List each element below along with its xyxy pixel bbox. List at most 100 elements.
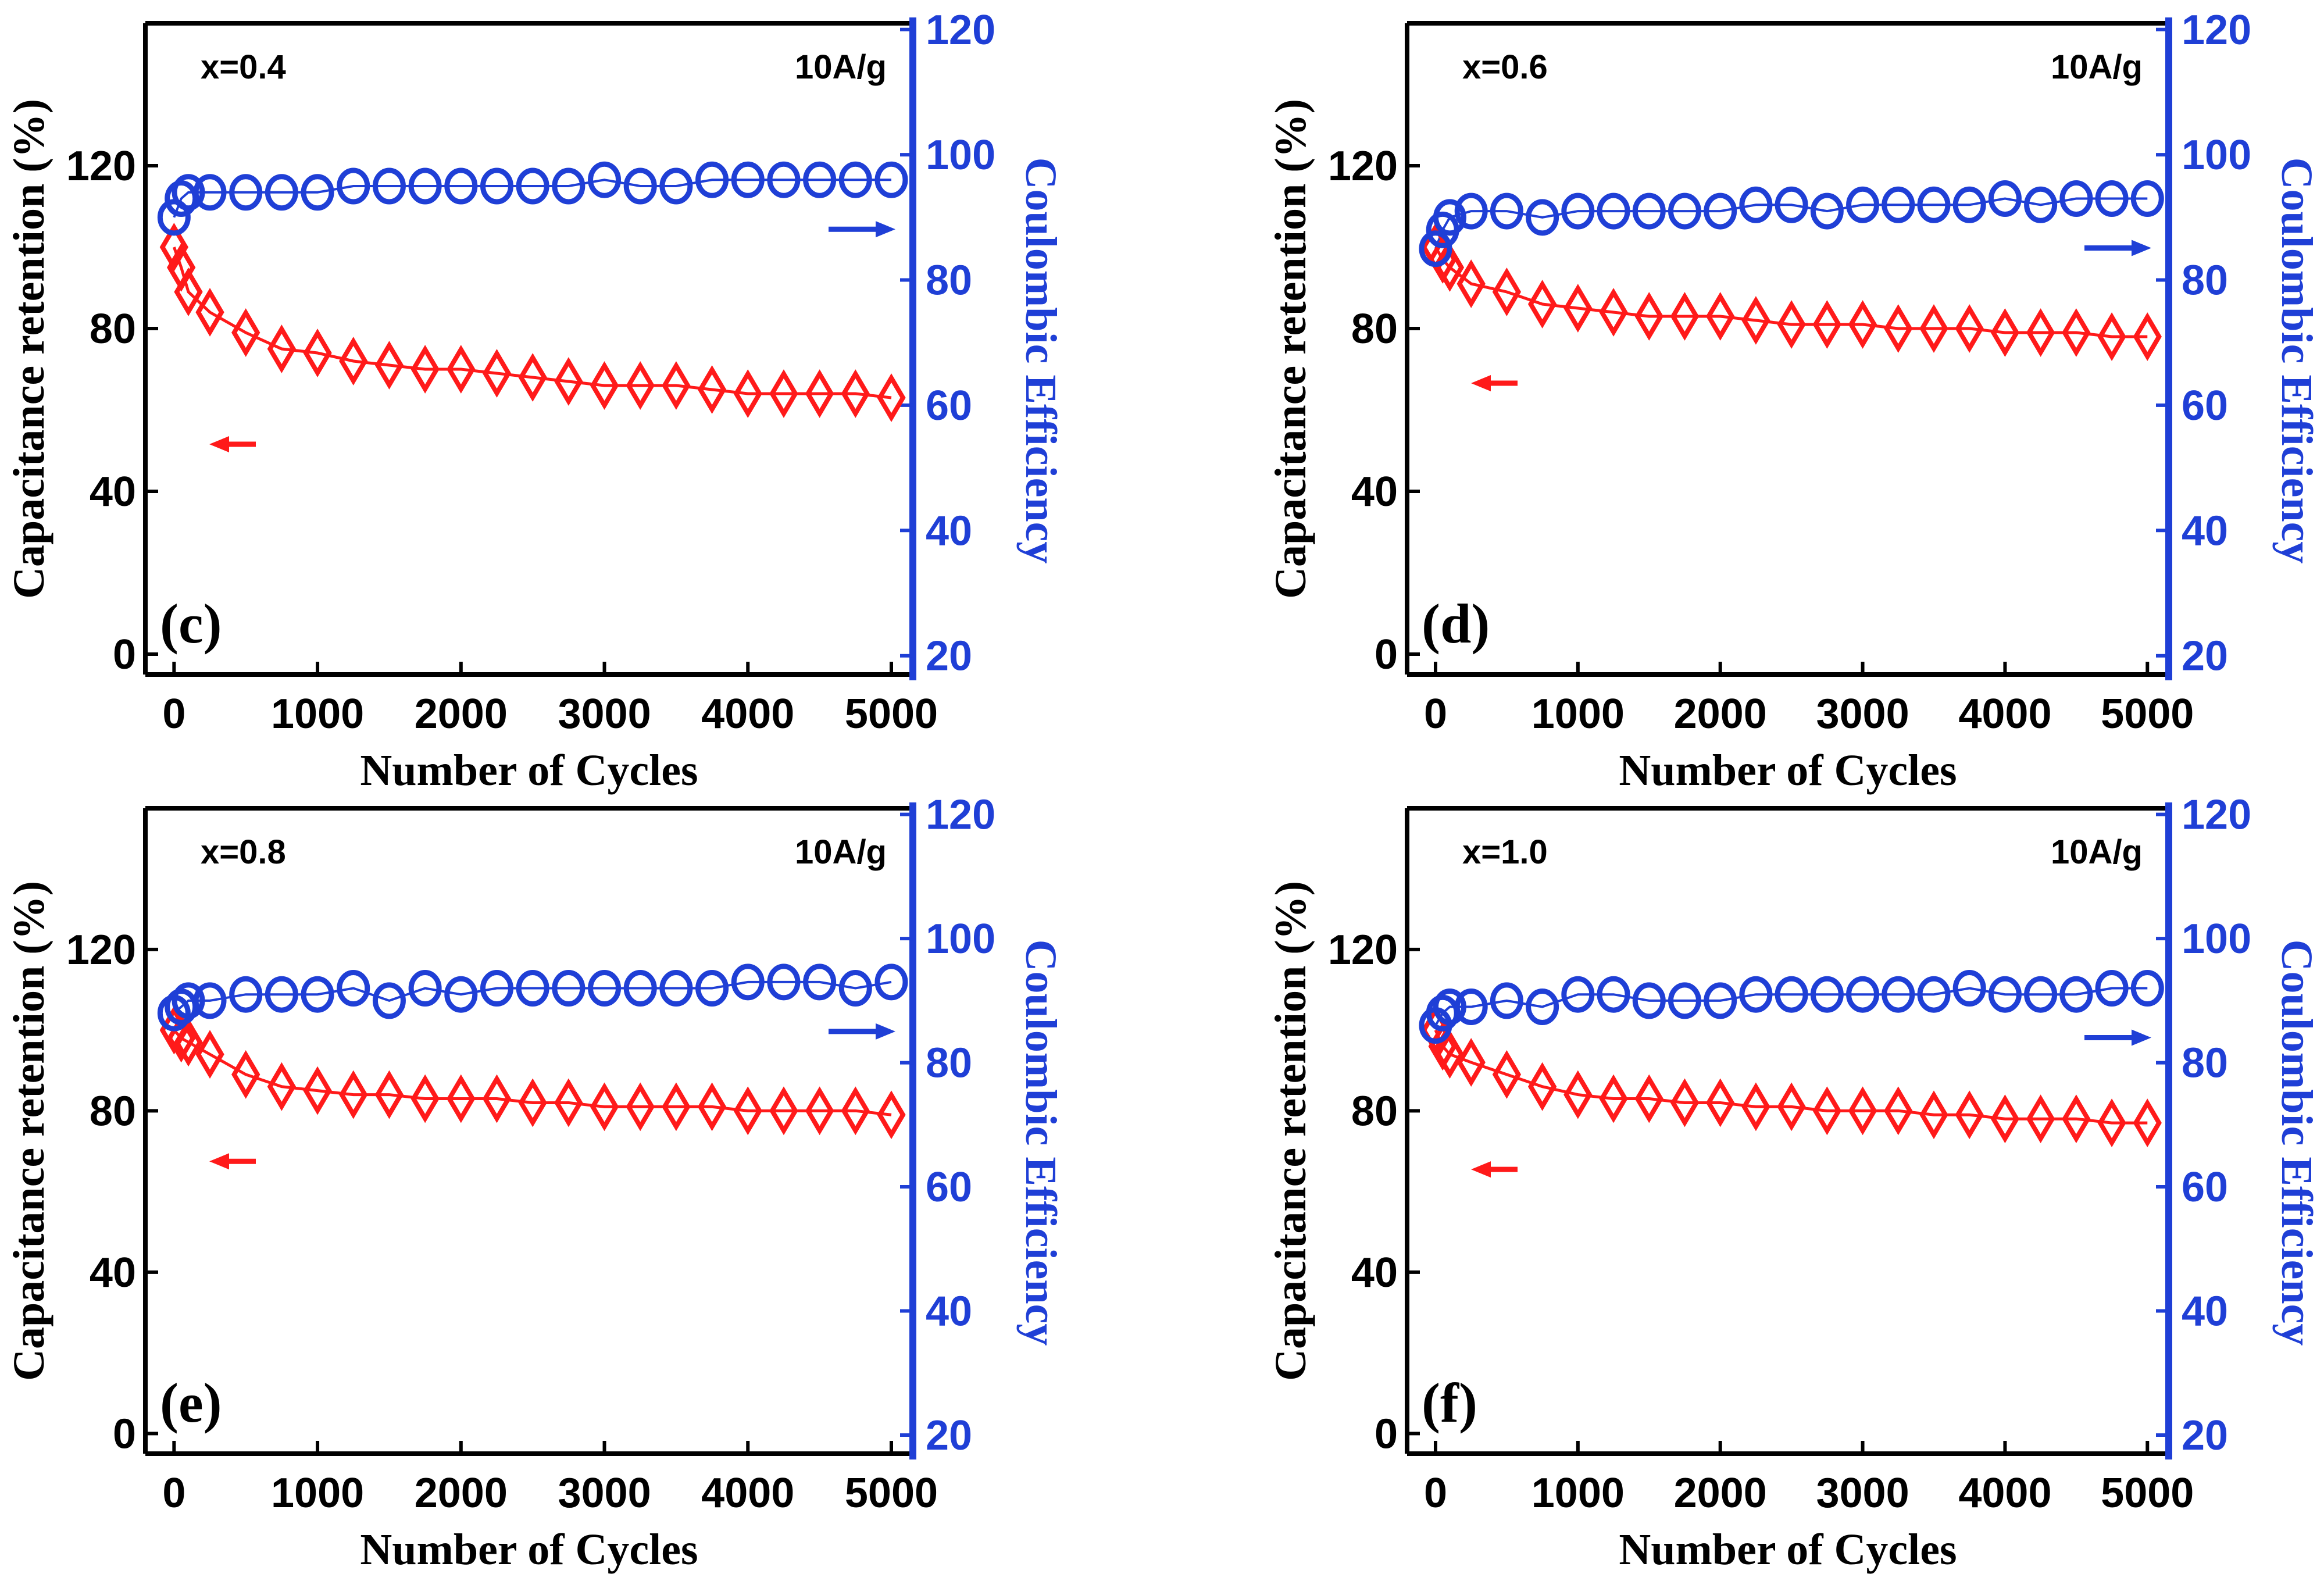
efficiency-point bbox=[372, 982, 406, 1019]
efficiency-point bbox=[1810, 976, 1844, 1013]
retention-point bbox=[195, 1030, 224, 1079]
retention-point bbox=[1706, 292, 1735, 341]
x-tick-label: 1000 bbox=[1532, 1470, 1625, 1516]
efficiency-series-line bbox=[1434, 197, 2148, 249]
retention-point bbox=[733, 1086, 762, 1136]
efficiency-point bbox=[193, 982, 227, 1019]
efficiency-point bbox=[1526, 199, 1559, 236]
right-y-tick-label: 100 bbox=[2182, 132, 2251, 179]
right-y-tick-label: 60 bbox=[926, 383, 972, 429]
retention-point bbox=[1812, 300, 1841, 349]
right-y-tick-label: 80 bbox=[2182, 258, 2228, 304]
retention-point bbox=[1599, 288, 1628, 337]
efficiency-point bbox=[552, 970, 586, 1007]
retention-point bbox=[1955, 304, 1984, 353]
x-tick-label: 0 bbox=[162, 1470, 185, 1516]
left-y-tick-label: 80 bbox=[90, 1088, 136, 1134]
left-y-tick-label: 0 bbox=[113, 1411, 136, 1457]
efficiency-arrow-head bbox=[876, 1023, 895, 1040]
efficiency-point bbox=[1597, 976, 1630, 1013]
composition-label: x=0.4 bbox=[201, 48, 286, 86]
efficiency-point bbox=[1561, 192, 1595, 230]
retention-point bbox=[447, 1074, 476, 1123]
retention-point bbox=[1848, 1086, 1877, 1136]
efficiency-series-line bbox=[1434, 987, 2148, 1026]
efficiency-point bbox=[874, 161, 908, 198]
left-y-axis-title: Capacitance retention (%) bbox=[1266, 99, 1315, 599]
efficiency-point bbox=[337, 970, 370, 1007]
efficiency-point bbox=[874, 963, 908, 1001]
current-density-label: 10A/g bbox=[795, 48, 887, 86]
efficiency-point bbox=[301, 174, 334, 211]
right-y-tick-label: 40 bbox=[2182, 1289, 2228, 1335]
efficiency-point bbox=[1433, 989, 1466, 1026]
right-y-tick-label: 20 bbox=[926, 1412, 972, 1459]
efficiency-point bbox=[1526, 989, 1559, 1026]
efficiency-point bbox=[2059, 180, 2093, 217]
efficiency-point bbox=[1846, 186, 1880, 223]
retention-point bbox=[1955, 1090, 1984, 1140]
retention-point bbox=[769, 369, 798, 418]
efficiency-point bbox=[301, 976, 334, 1013]
retention-point bbox=[769, 1086, 798, 1136]
efficiency-point bbox=[838, 970, 872, 1007]
x-tick-label: 3000 bbox=[1816, 691, 1909, 737]
left-y-tick-label: 120 bbox=[1328, 927, 1398, 973]
x-tick-label: 2000 bbox=[415, 691, 508, 737]
right-y-tick-label: 20 bbox=[2182, 1412, 2228, 1459]
efficiency-point bbox=[2024, 976, 2058, 1013]
efficiency-point bbox=[731, 963, 765, 1001]
left-y-axis-title: Capacitance retention (%) bbox=[1266, 881, 1315, 1381]
retention-point bbox=[1527, 280, 1557, 329]
efficiency-point bbox=[838, 161, 872, 198]
efficiency-arrow-head bbox=[2132, 1029, 2151, 1046]
current-density-label: 10A/g bbox=[2051, 48, 2143, 86]
retention-point bbox=[1563, 284, 1593, 333]
x-tick-label: 4000 bbox=[701, 691, 794, 737]
x-tick-label: 0 bbox=[162, 691, 185, 737]
left-y-axis-title: Capacitance retention (%) bbox=[5, 99, 53, 599]
retention-point bbox=[374, 1070, 404, 1119]
retention-point bbox=[1990, 308, 2020, 357]
left-y-tick-label: 120 bbox=[66, 143, 136, 190]
retention-point bbox=[1492, 1050, 1522, 1099]
x-tick-label: 2000 bbox=[1674, 1470, 1767, 1516]
retention-point bbox=[482, 349, 512, 398]
retention-point bbox=[662, 1082, 691, 1132]
efficiency-series-line bbox=[173, 179, 891, 218]
retention-point bbox=[410, 1074, 440, 1123]
efficiency-point bbox=[767, 963, 801, 1001]
retention-point bbox=[303, 329, 332, 377]
retention-point bbox=[339, 337, 368, 386]
right-y-axis-title: Coulombic Efficiency bbox=[1016, 158, 1065, 564]
retention-point bbox=[1777, 300, 1806, 349]
efficiency-arrow-head bbox=[2132, 240, 2151, 256]
right-y-tick-label: 120 bbox=[2182, 7, 2251, 53]
x-tick-label: 4000 bbox=[1958, 1470, 2051, 1516]
retention-point bbox=[1456, 1038, 1486, 1087]
efficiency-point bbox=[803, 161, 837, 198]
efficiency-point bbox=[1433, 199, 1466, 236]
retention-point bbox=[805, 1086, 834, 1136]
right-y-tick-label: 40 bbox=[2182, 508, 2228, 554]
retention-point bbox=[1563, 1070, 1593, 1119]
left-y-axis-title: Capacitance retention (%) bbox=[5, 881, 53, 1381]
right-y-tick-label: 120 bbox=[926, 792, 995, 838]
efficiency-point bbox=[695, 970, 729, 1007]
right-y-tick-label: 40 bbox=[926, 508, 972, 554]
efficiency-point bbox=[1810, 192, 1844, 230]
retention-point bbox=[1848, 300, 1877, 349]
efficiency-point bbox=[1882, 976, 1915, 1013]
retention-point bbox=[1990, 1094, 2020, 1144]
retention-point bbox=[590, 361, 619, 410]
retention-point bbox=[554, 1078, 583, 1127]
efficiency-point bbox=[1597, 192, 1630, 230]
panel-label: (e) bbox=[160, 1372, 222, 1434]
left-y-tick-label: 0 bbox=[1375, 631, 1398, 678]
panel-label: (d) bbox=[1422, 593, 1490, 655]
retention-point bbox=[1634, 292, 1663, 341]
efficiency-point bbox=[444, 976, 478, 1013]
left-y-tick-label: 40 bbox=[90, 469, 136, 515]
retention-point bbox=[267, 324, 297, 373]
retention-point bbox=[2062, 308, 2091, 357]
